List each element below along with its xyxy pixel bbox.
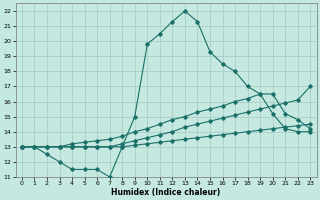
X-axis label: Humidex (Indice chaleur): Humidex (Indice chaleur) xyxy=(111,188,221,197)
